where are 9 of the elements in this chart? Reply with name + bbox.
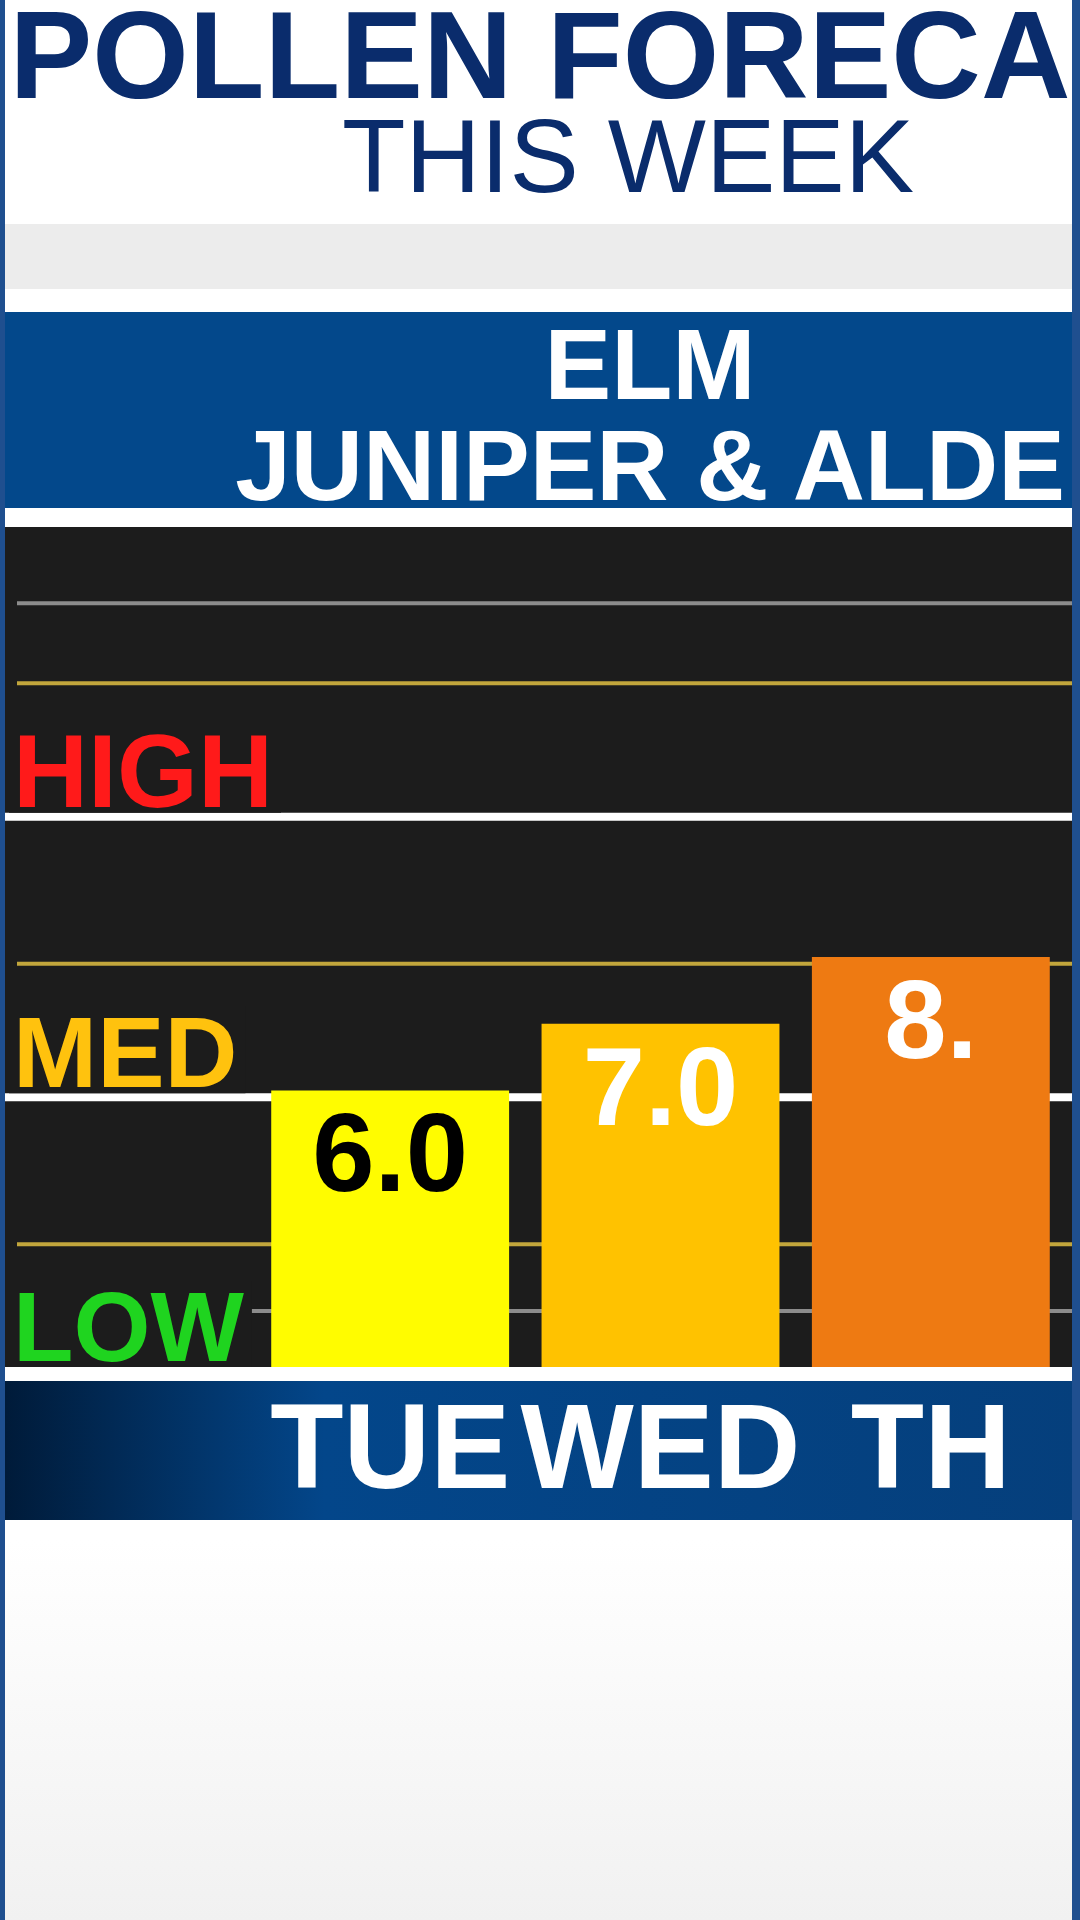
band-label: MED [13,996,238,1109]
x-tick-label: TUE [270,1379,511,1514]
band-label: HIGH [13,712,273,829]
data-label: 6.0 [312,1090,469,1216]
x-tick-label: TH [850,1379,1011,1514]
data-label: 7.0 [582,1023,739,1149]
data-label: 8. [884,956,978,1082]
band-label: LOW [13,1271,245,1382]
x-tick-label: WED [520,1379,801,1514]
